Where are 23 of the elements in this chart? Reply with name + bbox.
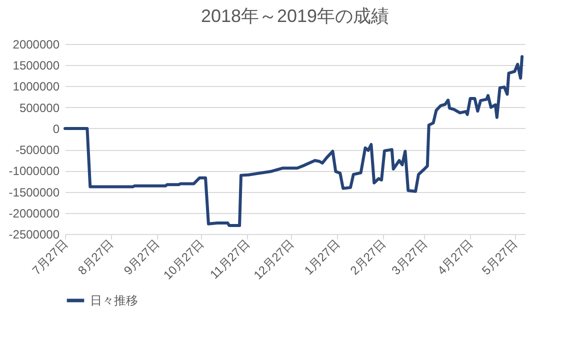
x-tick-label: 9月27日: [121, 236, 162, 278]
x-tick-label: 10月27日: [160, 236, 207, 282]
x-tick-label: 11月27日: [207, 236, 252, 282]
legend-label: 日々推移: [90, 294, 138, 308]
y-tick-label: 2000000: [12, 38, 60, 52]
x-tick-label: 1月27日: [302, 236, 343, 278]
x-tick-label: 12月27日: [251, 236, 297, 282]
y-tick-label: 1000000: [12, 80, 60, 94]
line-series: [64, 55, 524, 228]
y-tick-label: -2500000: [8, 228, 60, 242]
y-tick-label: 500000: [19, 100, 60, 115]
x-tick-label: 8月27日: [75, 236, 116, 278]
y-tick-label: 1500000: [12, 58, 60, 73]
x-tick-label: 5月27日: [479, 236, 520, 278]
chart-title: 2018年～2019年の成績: [200, 6, 390, 26]
x-tick-label: 3月27日: [388, 236, 430, 278]
y-tick-label: 0: [52, 122, 60, 136]
x-tick-label: 2月27日: [347, 236, 388, 278]
x-tick-label: 4月27日: [434, 236, 476, 278]
y-tick-label: -1000000: [8, 164, 60, 178]
y-tick-label: -1500000: [8, 185, 60, 200]
y-tick-label: -2000000: [8, 206, 60, 220]
y-tick-label: -500000: [15, 143, 60, 158]
